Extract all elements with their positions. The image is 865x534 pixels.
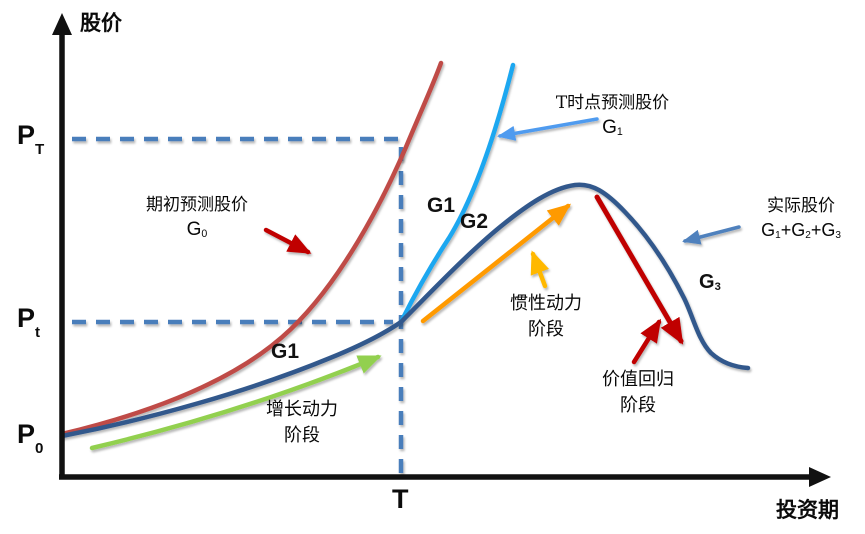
label-t-forecast-text: T时点预测股价 — [555, 93, 670, 113]
formula-g1-sub: 1 — [775, 229, 781, 241]
label-g2-at-t: G2 — [460, 210, 489, 233]
formula-g1: G — [761, 219, 776, 240]
tick-p-t-sub: t — [35, 323, 41, 341]
x-axis-title: 投资期 — [776, 499, 839, 522]
tick-p-T-sub: T — [35, 140, 45, 158]
tick-p-t: Pt — [17, 303, 40, 340]
g1-base: G — [602, 116, 617, 138]
label-growth-phase: 增长动力 阶段 — [228, 397, 376, 448]
g0-sub: 0 — [201, 227, 208, 240]
label-g1-at-t: G1 — [427, 194, 456, 217]
inertia-arrow — [420, 203, 572, 324]
formula-g2: +G — [780, 219, 806, 240]
t-forecast-pointer-arrow — [497, 117, 599, 141]
g3-sub: 3 — [714, 281, 721, 294]
formula-g3: +G — [810, 219, 836, 240]
label-actual-price: 实际股价 G1+G2+G3 — [742, 194, 860, 242]
tick-p-0: P0 — [17, 419, 43, 456]
x-axis-arrow-icon — [809, 467, 831, 487]
label-t-forecast-symbol: G1 — [520, 116, 705, 141]
g0-base: G — [186, 218, 202, 240]
inertia-phase-line1: 惯性动力 — [510, 293, 582, 314]
label-g1-early: G1 — [271, 340, 300, 363]
tick-p-t-base: P — [17, 303, 36, 333]
growth-arrow — [89, 354, 382, 451]
tick-p-0-base: P — [17, 419, 36, 449]
label-initial-forecast-symbol: G0 — [108, 218, 286, 243]
label-g3: G3 — [699, 271, 721, 294]
actual-price-pointer-arrow — [682, 225, 741, 245]
regression-pointer-arrow — [631, 318, 662, 365]
label-actual-price-formula: G1+G2+G3 — [742, 219, 860, 242]
regression-arrow — [594, 194, 684, 345]
tick-p-T: PT — [17, 120, 44, 157]
label-actual-price-text: 实际股价 — [767, 196, 835, 216]
y-axis-arrow-icon — [52, 13, 72, 35]
g3-base: G — [699, 271, 715, 293]
label-t-forecast: T时点预测股价 G1 — [520, 91, 705, 140]
tick-p-T-base: P — [17, 120, 36, 150]
growth-phase-line1: 增长动力 — [266, 399, 338, 420]
inertia-pointer-arrow — [530, 250, 549, 289]
label-initial-forecast-text: 期初预测股价 — [146, 195, 248, 215]
tick-T: T — [392, 484, 409, 514]
tick-p-0-sub: 0 — [35, 439, 44, 457]
inertia-phase-line2: 阶段 — [528, 318, 564, 340]
regression-phase-line1: 价值回归 — [602, 369, 674, 390]
label-regression-phase: 价值回归 阶段 — [567, 367, 709, 418]
formula-g2-sub: 2 — [805, 229, 811, 241]
g1-sub: 1 — [616, 125, 623, 138]
label-inertia-phase: 惯性动力 阶段 — [477, 291, 615, 342]
initial-forecast-curve — [59, 60, 444, 437]
t-forecast-curve — [399, 62, 516, 323]
regression-phase-line2: 阶段 — [620, 394, 656, 416]
growth-phase-line2: 阶段 — [284, 424, 320, 446]
y-axis-title: 股价 — [80, 12, 122, 35]
actual-price-curve — [59, 182, 751, 439]
initial-forecast-pointer-arrow — [263, 227, 312, 255]
label-initial-forecast: 期初预测股价 G0 — [108, 193, 286, 242]
formula-g3-sub: 3 — [835, 229, 841, 241]
